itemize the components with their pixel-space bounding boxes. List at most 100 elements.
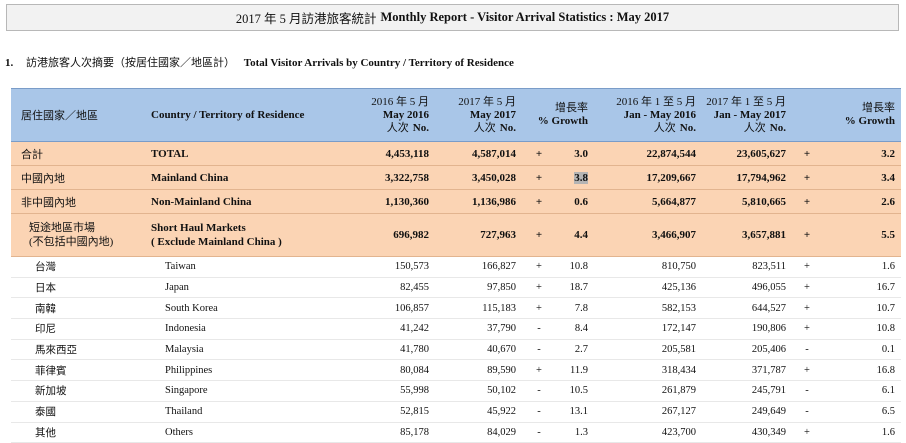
header-jan-may-2017-cn: 2017 年 1 至 5 月 bbox=[706, 95, 786, 108]
cell-growth-ytd: 3.2 bbox=[822, 141, 901, 166]
short-haul-cn-1: 短途地區市場 bbox=[29, 222, 95, 234]
cell-may-2016: 41,780 bbox=[349, 339, 435, 361]
row-label-cn: 其他 bbox=[11, 422, 135, 443]
cell-may-2017: 166,827 bbox=[435, 256, 522, 278]
growth-value: 0.6 bbox=[574, 195, 588, 208]
row-label-en: Short Haul Markets ( Exclude Mainland Chi… bbox=[135, 213, 349, 257]
cell-growth-sign-ytd: + bbox=[792, 297, 822, 320]
header-jan-may-2016-en: Jan - May 2016 bbox=[623, 108, 696, 121]
row-label-en: Taiwan bbox=[135, 256, 349, 278]
cell-growth-ytd: 0.1 bbox=[822, 339, 901, 361]
cell-may-2016: 41,242 bbox=[349, 318, 435, 340]
table-row: 日本 Japan 82,455 97,850 +18.7 425,136 496,055 +1… bbox=[11, 277, 901, 299]
row-label-cn: 新加坡 bbox=[11, 380, 135, 402]
cell-jan-may-2016: 425,136 bbox=[594, 277, 702, 299]
cell-growth-ytd: 16.8 bbox=[822, 359, 901, 382]
header-may-2017: 2017 年 5 月 May 2017 人次 No. bbox=[435, 88, 522, 142]
cell-jan-may-2017: 17,794,962 bbox=[702, 165, 792, 190]
header-may-2016: 2016 年 5 月 May 2016 人次 No. bbox=[349, 88, 435, 142]
cell-jan-may-2016: 810,750 bbox=[594, 256, 702, 278]
growth-value: 4.4 bbox=[574, 229, 588, 241]
header-unit-en: No. bbox=[499, 121, 516, 134]
section-heading: 1. 訪港旅客人次摘要（按居住國家／地區計） Total Visitor Arr… bbox=[5, 54, 514, 70]
cell-growth-month: 11.9 bbox=[556, 359, 594, 382]
header-growth-en: % Growth bbox=[844, 115, 895, 127]
row-label-en: Philippines bbox=[135, 359, 349, 382]
cell-growth-sign-ytd: - bbox=[792, 339, 822, 361]
section-number: 1. bbox=[5, 57, 14, 69]
cell-growth-ytd: 1.6 bbox=[822, 422, 901, 443]
cell-may-2017: 84,029 bbox=[435, 422, 522, 443]
cell-may-2017: 1,136,986 bbox=[435, 189, 522, 214]
row-label-cn: 南韓 bbox=[11, 297, 135, 320]
header-unit-en: No. bbox=[679, 121, 696, 134]
header-unit-cn: 人次 bbox=[386, 121, 409, 134]
header-growth-month: 增長率 % Growth bbox=[522, 88, 594, 142]
header-unit-cn: 人次 bbox=[473, 121, 496, 134]
short-haul-en-1: Short Haul Markets bbox=[151, 222, 246, 234]
cell-may-2017: 37,790 bbox=[435, 318, 522, 340]
cell-jan-may-2016: 267,127 bbox=[594, 401, 702, 423]
row-label-cn: 非中國內地 bbox=[11, 189, 135, 214]
cell-growth-sign-month: - bbox=[522, 339, 556, 361]
cell-may-2017: 89,590 bbox=[435, 359, 522, 382]
cell-may-2017: 40,670 bbox=[435, 339, 522, 361]
cell-growth-month: 7.8 bbox=[556, 297, 594, 320]
row-label-en: Singapore bbox=[135, 380, 349, 402]
cell-growth-sign-month: + bbox=[522, 165, 556, 190]
row-label-cn: 合計 bbox=[11, 141, 135, 166]
row-label-cn: 中國內地 bbox=[11, 165, 135, 190]
header-growth-cn: 增長率 bbox=[862, 102, 895, 114]
report-title-cn: 2017 年 5 月訪港旅客統計 bbox=[235, 12, 377, 26]
growth-value: 2.7 bbox=[574, 344, 588, 356]
cell-growth-sign-ytd: + bbox=[792, 359, 822, 382]
cell-jan-may-2016: 17,209,667 bbox=[594, 165, 702, 190]
header-may-2016-cn: 2016 年 5 月 bbox=[371, 95, 429, 108]
cell-jan-may-2017: 23,605,627 bbox=[702, 141, 792, 166]
cell-may-2017: 727,963 bbox=[435, 213, 522, 257]
cell-jan-may-2017: 249,649 bbox=[702, 401, 792, 423]
cell-growth-sign-ytd: + bbox=[792, 141, 822, 166]
growth-value: 3.0 bbox=[574, 147, 588, 160]
cell-growth-sign-month: - bbox=[522, 422, 556, 443]
cell-growth-sign-ytd: + bbox=[792, 318, 822, 340]
table-header-row: 居住國家／地區 Country / Territory of Residence… bbox=[11, 88, 901, 142]
cell-jan-may-2016: 3,466,907 bbox=[594, 213, 702, 257]
cell-growth-sign-month: + bbox=[522, 256, 556, 278]
header-country-en: Country / Territory of Residence bbox=[135, 88, 349, 142]
cell-growth-sign-ytd: + bbox=[792, 422, 822, 443]
cell-growth-sign-month: + bbox=[522, 189, 556, 214]
cell-jan-may-2017: 644,527 bbox=[702, 297, 792, 320]
growth-value: 10.5 bbox=[569, 385, 588, 397]
cell-growth-sign-month: + bbox=[522, 297, 556, 320]
header-unit-cn: 人次 bbox=[653, 121, 676, 134]
cell-growth-month: 18.7 bbox=[556, 277, 594, 299]
growth-value: 1.3 bbox=[574, 426, 588, 438]
growth-value: 3.8 bbox=[574, 171, 588, 184]
cell-growth-ytd: 3.4 bbox=[822, 165, 901, 190]
cell-growth-sign-ytd: + bbox=[792, 189, 822, 214]
cell-may-2017: 50,102 bbox=[435, 380, 522, 402]
cell-growth-month: 2.7 bbox=[556, 339, 594, 361]
cell-jan-may-2017: 823,511 bbox=[702, 256, 792, 278]
visitor-arrivals-table: 居住國家／地區 Country / Territory of Residence… bbox=[11, 88, 901, 443]
row-label-en: Non-Mainland China bbox=[135, 189, 349, 214]
cell-growth-sign-month: + bbox=[522, 213, 556, 257]
cell-jan-may-2016: 261,879 bbox=[594, 380, 702, 402]
cell-jan-may-2017: 190,806 bbox=[702, 318, 792, 340]
cell-jan-may-2016: 5,664,877 bbox=[594, 189, 702, 214]
cell-growth-month: 1.3 bbox=[556, 422, 594, 443]
cell-growth-month: 10.5 bbox=[556, 380, 594, 402]
cell-growth-sign-month: - bbox=[522, 380, 556, 402]
cell-growth-ytd: 5.5 bbox=[822, 213, 901, 257]
cell-growth-ytd: 6.5 bbox=[822, 401, 901, 423]
table-row: 馬來西亞 Malaysia 41,780 40,670-2.7 205,581 205,4… bbox=[11, 339, 901, 361]
row-label-en: Thailand bbox=[135, 401, 349, 423]
header-unit-en: No. bbox=[769, 121, 786, 134]
cell-growth-month: 10.8 bbox=[556, 256, 594, 278]
cell-growth-sign-ytd: + bbox=[792, 165, 822, 190]
cell-growth-ytd: 10.7 bbox=[822, 297, 901, 320]
cell-growth-sign-month: + bbox=[522, 359, 556, 382]
cell-jan-may-2017: 245,791 bbox=[702, 380, 792, 402]
cell-jan-may-2016: 22,874,544 bbox=[594, 141, 702, 166]
